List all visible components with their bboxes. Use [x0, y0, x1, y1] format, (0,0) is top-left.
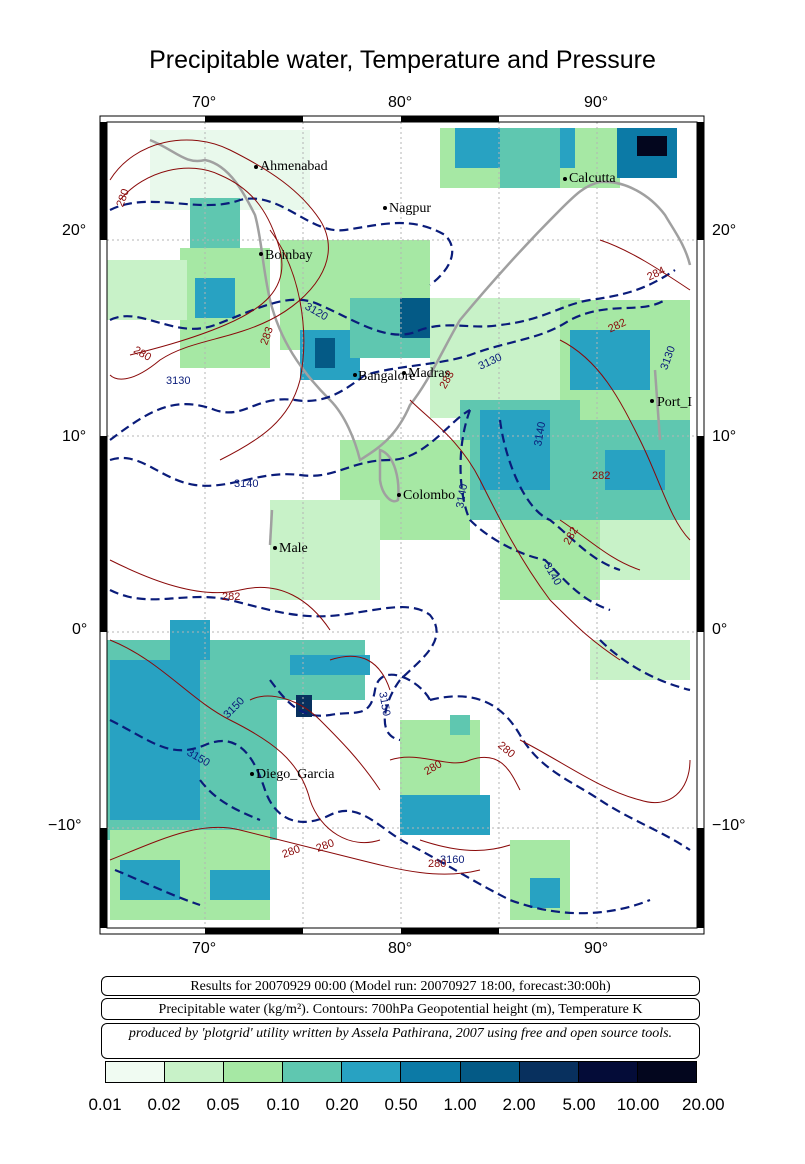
legend-swatch	[283, 1062, 343, 1082]
graticule	[107, 122, 697, 928]
bottom-lon-tick: 90°	[584, 940, 609, 957]
legend-tick-label: 10.00	[616, 1095, 660, 1114]
legend-tick-label: 0.02	[147, 1095, 181, 1114]
legend-swatch	[224, 1062, 284, 1082]
lat-tick-left: 20°	[62, 222, 87, 239]
top-lon-tick: 70°	[192, 94, 217, 111]
legend-swatch	[342, 1062, 402, 1082]
city-label: Nagpur	[389, 201, 431, 216]
contour-label: 282	[222, 591, 241, 603]
variables-caption-text: Precipitable water (kg/m²). Contours: 70…	[158, 1002, 643, 1017]
city-label: Ahmenabad	[260, 159, 328, 174]
legend-tick-label: 20.00	[682, 1095, 725, 1114]
top-lon-tick: 80°	[388, 94, 413, 111]
city-label: Boinbay	[265, 248, 313, 263]
city-label: Port_I	[657, 395, 692, 410]
city-label: Colombo	[403, 488, 456, 503]
lat-tick-right: 20°	[712, 222, 737, 239]
legend-tick-label: 1.00	[443, 1095, 477, 1114]
legend-swatch	[578, 1062, 638, 1082]
city-label: Madras	[408, 366, 450, 381]
contour-label: 3160	[440, 854, 465, 866]
city-label: Calcutta	[569, 171, 616, 186]
legend-tick-label: 0.05	[206, 1095, 240, 1114]
city-markers	[250, 165, 654, 776]
temperature-contours	[109, 139, 691, 875]
top-lon-tick: 90°	[584, 94, 609, 111]
bottom-lon-tick: 80°	[388, 940, 413, 957]
contour-label: 280	[428, 858, 447, 870]
height-contours	[109, 197, 691, 915]
city-label: Diego_Garcia	[256, 767, 335, 782]
lat-tick-right: −10°	[712, 817, 746, 834]
lat-tick-left: 0°	[72, 621, 88, 638]
coastline	[149, 138, 692, 546]
contour-label: 3130	[166, 375, 191, 387]
lat-tick-left: −10°	[48, 817, 82, 834]
lat-tick-right: 10°	[712, 428, 737, 445]
legend-tick-label: 5.00	[562, 1095, 596, 1114]
legend-swatch	[637, 1062, 696, 1082]
lat-tick-left: 10°	[62, 428, 87, 445]
results-caption: Results for 20070929 00:00 (Model run: 2…	[101, 976, 700, 996]
contour-label: 282	[592, 470, 611, 482]
map-frame	[99, 115, 705, 935]
variables-caption: Precipitable water (kg/m²). Contours: 70…	[101, 998, 700, 1020]
bottom-lon-tick: 70°	[192, 940, 217, 957]
legend-swatch	[401, 1062, 461, 1082]
contour-label: 3140	[234, 478, 259, 490]
legend-swatch	[165, 1062, 225, 1082]
lat-tick-right: 0°	[712, 621, 728, 638]
color-legend	[105, 1061, 697, 1083]
legend-tick-label: 0.20	[325, 1095, 359, 1114]
city-label: Bangalore	[358, 369, 416, 384]
legend-tick-label: 2.00	[502, 1095, 536, 1114]
legend-swatch	[106, 1062, 166, 1082]
legend-swatch	[460, 1062, 520, 1082]
credit-caption: produced by 'plotgrid' utility written b…	[101, 1023, 700, 1059]
legend-tick-label: 0.10	[266, 1095, 300, 1114]
page-title: Precipitable water, Temperature and Pres…	[149, 46, 656, 74]
legend-swatch	[519, 1062, 579, 1082]
city-label: Male	[279, 541, 308, 556]
legend-tick-label: 0.01	[88, 1095, 122, 1114]
legend-tick-label: 0.50	[384, 1095, 418, 1114]
